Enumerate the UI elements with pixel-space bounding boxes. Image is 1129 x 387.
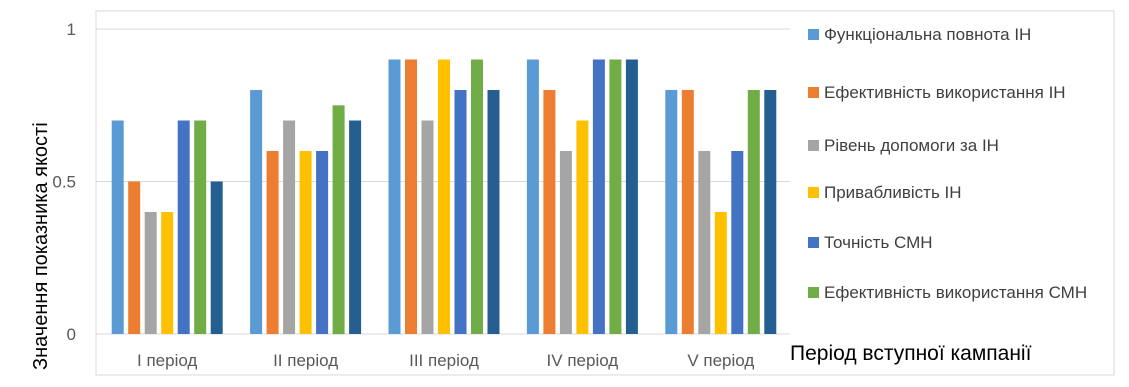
legend-swatch — [808, 237, 819, 248]
legend-label: Ефективність використання СМН — [824, 283, 1088, 302]
legend-label: Функціональна повнота ІН — [824, 25, 1032, 44]
bar-7-5 — [764, 90, 777, 334]
legend-swatch — [808, 87, 819, 98]
bar-5-5 — [731, 151, 744, 334]
bar-7-1 — [210, 181, 223, 334]
legend-label: Привабливість ІН — [824, 183, 962, 202]
bar-2-3 — [405, 59, 417, 334]
bar-7-4 — [625, 59, 638, 334]
x-tick-label: III період — [409, 351, 479, 370]
bar-1-2 — [250, 90, 263, 334]
bars — [111, 59, 777, 335]
bar-6-3 — [471, 59, 483, 334]
bar-5-3 — [454, 90, 467, 334]
legend-label: Рівень допомоги за ІН — [824, 136, 999, 155]
bar-3-1 — [144, 212, 157, 334]
bar-3-5 — [698, 151, 711, 334]
bar-5-4 — [592, 59, 605, 334]
legend-item: Точність СМН — [808, 230, 1089, 255]
bar-6-1 — [194, 120, 207, 334]
bar-2-5 — [681, 90, 694, 334]
legend-label: Ефективність використання ІН — [824, 83, 1066, 102]
bar-4-4 — [576, 120, 589, 334]
bar-6-5 — [747, 90, 760, 334]
legend-label: Точність СМН — [824, 233, 933, 252]
bar-3-2 — [283, 120, 296, 334]
y-tick-labels: 00.51 — [52, 20, 76, 344]
y-tick-label: 1 — [67, 20, 76, 39]
y-axis-title: Значення показника якості — [30, 122, 52, 370]
bar-4-5 — [714, 212, 727, 334]
x-tick-label: I період — [137, 351, 197, 370]
x-tick-label: V період — [687, 351, 754, 370]
x-tick-label: II період — [273, 351, 338, 370]
y-tick-label: 0 — [67, 325, 76, 344]
bar-1-3 — [388, 59, 401, 334]
bar-4-1 — [161, 212, 174, 334]
y-tick-label: 0.5 — [52, 173, 76, 192]
bar-6-2 — [332, 105, 345, 335]
bar-4-3 — [438, 59, 450, 334]
bar-3-4 — [559, 151, 572, 334]
bar-3-3 — [421, 120, 434, 334]
x-axis-title: Період вступної кампанії — [790, 342, 1032, 365]
bar-5-2 — [316, 151, 329, 334]
bar-5-1 — [177, 120, 190, 334]
legend-swatch — [808, 287, 819, 298]
legend-swatch — [808, 187, 819, 198]
legend-item: Привабливість ІН — [808, 180, 1089, 205]
bar-7-3 — [487, 90, 500, 334]
bar-4-2 — [299, 151, 312, 334]
x-tick-labels: I період II період III період IV період V пе… — [137, 351, 754, 370]
bar-1-5 — [665, 90, 678, 334]
bar-1-4 — [526, 59, 539, 334]
x-tick-label: IV період — [547, 351, 619, 370]
legend-item: Функціональна повнота ІН — [808, 22, 1089, 47]
legend-swatch — [808, 29, 819, 40]
bar-2-4 — [543, 90, 556, 334]
bar-6-4 — [609, 59, 622, 334]
legend-item: Рівень допомоги за ІН — [808, 133, 1089, 158]
legend-item: Ефективність використання ІН — [808, 80, 1089, 105]
bar-2-1 — [128, 181, 141, 334]
plot-border — [95, 10, 1115, 376]
bar-2-2 — [266, 151, 279, 334]
bar-1-1 — [111, 120, 124, 334]
legend-swatch — [808, 140, 819, 151]
bar-7-2 — [349, 120, 362, 334]
legend-item: Ефективність використання СМН — [808, 280, 1089, 305]
